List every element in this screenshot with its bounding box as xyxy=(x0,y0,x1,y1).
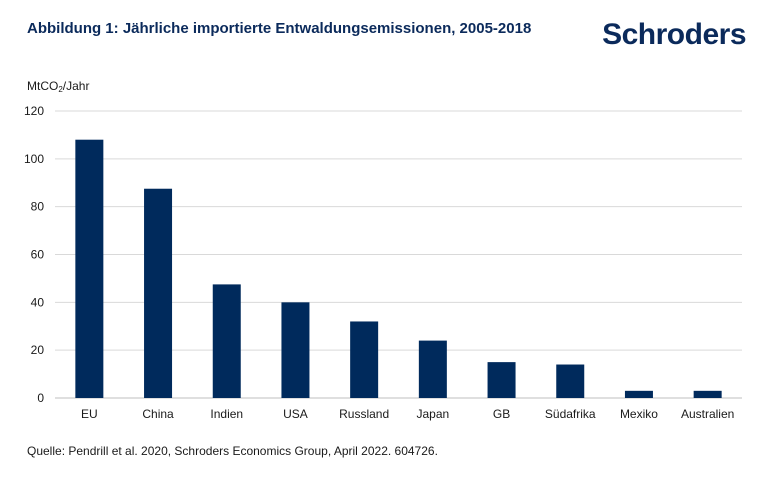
bar-australien xyxy=(693,390,722,398)
y-tick-label: 40 xyxy=(31,295,45,309)
unit-prefix: MtCO xyxy=(27,79,59,93)
schroders-logo: Schroders xyxy=(602,18,746,51)
y-tick-label: 100 xyxy=(24,152,44,166)
x-tick-label: GB xyxy=(493,407,510,421)
x-tick-label: Russland xyxy=(339,407,389,421)
x-tick-label: Indien xyxy=(210,407,243,421)
y-tick-label: 80 xyxy=(31,200,45,214)
unit-suffix: /Jahr xyxy=(62,79,90,93)
x-tick-label: Mexiko xyxy=(620,407,658,421)
y-axis-unit-label: MtCO2/Jahr xyxy=(27,79,89,94)
x-tick-label: China xyxy=(142,407,174,421)
y-tick-label: 60 xyxy=(31,248,45,262)
y-tick-label: 0 xyxy=(37,391,44,405)
x-tick-label: Südafrika xyxy=(545,407,596,421)
bar-eu xyxy=(75,139,104,398)
bar-gb xyxy=(487,362,516,398)
source-note: Quelle: Pendrill et al. 2020, Schroders … xyxy=(27,444,438,458)
bar-mexiko xyxy=(624,390,653,398)
bar-japan xyxy=(418,340,447,398)
bar-indien xyxy=(212,284,241,398)
bar-südafrika xyxy=(556,364,585,398)
y-tick-label: 20 xyxy=(31,343,45,357)
unit-subscript: 2 xyxy=(58,85,63,94)
x-tick-label: USA xyxy=(283,407,308,421)
x-tick-label: Japan xyxy=(416,407,449,421)
bar-usa xyxy=(281,302,310,398)
x-tick-label: Australien xyxy=(681,407,734,421)
chart-title: Abbildung 1: Jährliche importierte Entwa… xyxy=(27,20,532,37)
y-tick-label: 120 xyxy=(24,104,44,118)
bar-russland xyxy=(350,321,379,398)
bar-china xyxy=(144,188,173,398)
x-tick-label: EU xyxy=(81,407,98,421)
